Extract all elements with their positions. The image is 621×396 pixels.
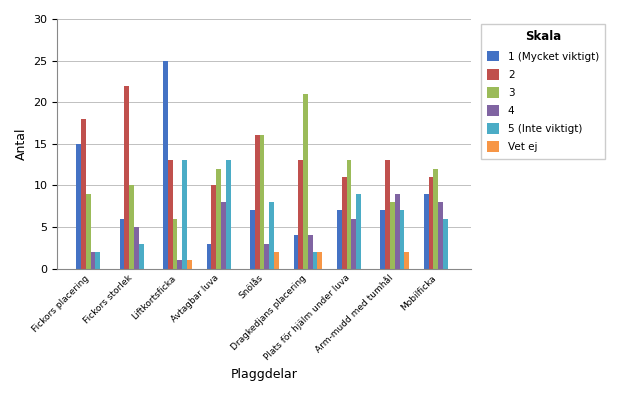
Bar: [211, 185, 216, 268]
Bar: [443, 219, 448, 268]
Bar: [337, 210, 342, 268]
Bar: [120, 219, 124, 268]
Bar: [317, 252, 322, 268]
Bar: [404, 252, 409, 268]
Bar: [274, 252, 279, 268]
Bar: [139, 244, 143, 268]
Bar: [221, 202, 225, 268]
Bar: [356, 194, 361, 268]
Bar: [265, 244, 269, 268]
Bar: [269, 202, 274, 268]
Bar: [260, 135, 265, 268]
Bar: [163, 61, 168, 268]
Bar: [173, 219, 178, 268]
Bar: [298, 160, 303, 268]
Bar: [168, 160, 173, 268]
Bar: [395, 194, 399, 268]
Bar: [178, 260, 182, 268]
Bar: [255, 135, 260, 268]
Bar: [433, 169, 438, 268]
X-axis label: Plaggdelar: Plaggdelar: [231, 368, 298, 381]
Bar: [76, 144, 81, 268]
Bar: [216, 169, 221, 268]
Bar: [182, 160, 187, 268]
Bar: [124, 86, 129, 268]
Bar: [347, 160, 351, 268]
Y-axis label: Antal: Antal: [15, 128, 28, 160]
Bar: [303, 94, 308, 268]
Bar: [250, 210, 255, 268]
Bar: [187, 260, 192, 268]
Bar: [351, 219, 356, 268]
Bar: [129, 185, 134, 268]
Bar: [81, 119, 86, 268]
Bar: [428, 177, 433, 268]
Bar: [308, 235, 312, 268]
Bar: [96, 252, 100, 268]
Bar: [225, 160, 230, 268]
Bar: [134, 227, 139, 268]
Bar: [342, 177, 347, 268]
Bar: [91, 252, 96, 268]
Legend: 1 (Mycket viktigt), 2, 3, 4, 5 (Inte viktigt), Vet ej: 1 (Mycket viktigt), 2, 3, 4, 5 (Inte vik…: [481, 24, 605, 158]
Bar: [207, 244, 211, 268]
Bar: [312, 252, 317, 268]
Bar: [294, 235, 298, 268]
Bar: [381, 210, 385, 268]
Bar: [86, 194, 91, 268]
Bar: [390, 202, 395, 268]
Bar: [424, 194, 428, 268]
Bar: [438, 202, 443, 268]
Bar: [399, 210, 404, 268]
Bar: [385, 160, 390, 268]
